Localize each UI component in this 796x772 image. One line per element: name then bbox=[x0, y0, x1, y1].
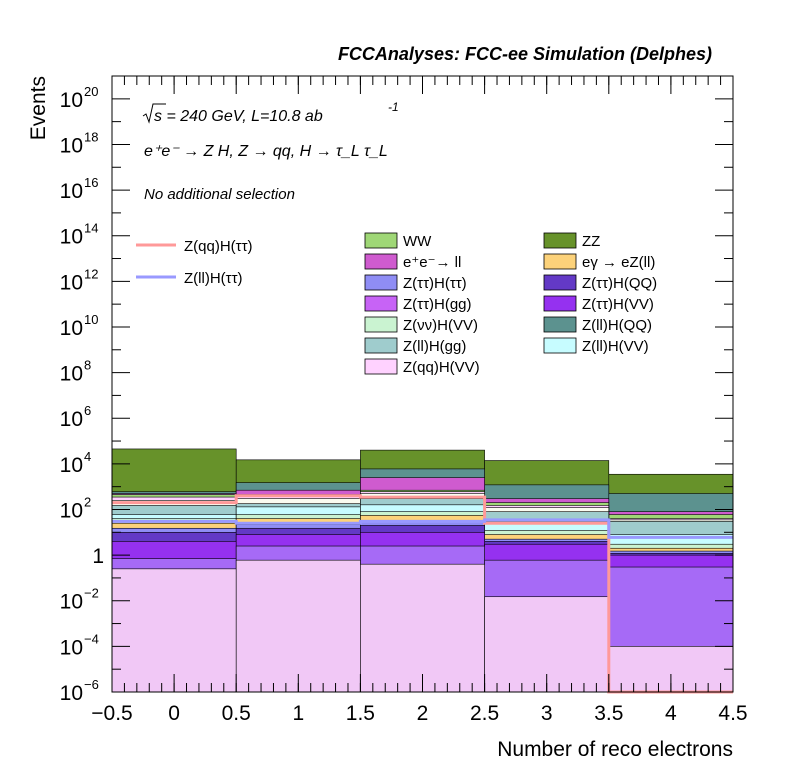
legend-fill-swatch bbox=[543, 337, 577, 354]
energy-annotation: s = 240 GeV, L=10.8 ab -1 bbox=[142, 100, 399, 125]
y-tick-exponent: −6 bbox=[84, 677, 99, 692]
legend-fill-swatch bbox=[364, 316, 398, 333]
x-tick-label: 2.5 bbox=[470, 702, 499, 725]
bar-layer-0-bin-0 bbox=[111, 568, 237, 693]
legend-label: e⁺e⁻→ ll bbox=[403, 254, 461, 271]
bar-layer-0-bin-1 bbox=[235, 559, 361, 693]
legend-label: Z(ττ)H(QQ) bbox=[582, 275, 657, 292]
legend-fill-swatch bbox=[364, 358, 398, 375]
legend-label: Z(ττ)H(gg) bbox=[403, 296, 472, 313]
x-tick-label: 0 bbox=[168, 702, 180, 725]
legend-label: Z(ll)H(ττ) bbox=[184, 270, 243, 287]
x-tick-label: −0.5 bbox=[91, 702, 132, 725]
stack-bars bbox=[111, 448, 734, 693]
legend-fill-swatch bbox=[364, 232, 398, 249]
legend-label: Z(qq)H(ττ) bbox=[184, 238, 253, 255]
y-tick-exponent: 18 bbox=[84, 129, 98, 144]
energy-lumi-text: s = 240 GeV, L=10.8 ab bbox=[154, 108, 323, 125]
x-tick-label: 4 bbox=[665, 702, 677, 725]
x-tick-label: 4.5 bbox=[718, 702, 747, 725]
y-tick-label: 10 bbox=[60, 226, 83, 249]
legend-label: eγ → eZ(ll) bbox=[582, 254, 655, 271]
y-tick-label: 10 bbox=[60, 454, 83, 477]
legend-label: Z(qq)H(VV) bbox=[403, 359, 480, 376]
y-tick-label: 1 bbox=[92, 545, 104, 568]
y-axis-label: Events bbox=[27, 76, 50, 140]
bar-layer-0-bin-2 bbox=[360, 563, 485, 693]
selection-annotation: No additional selection bbox=[144, 186, 295, 203]
legend-fill-swatch bbox=[364, 274, 398, 291]
legend: Z(qq)H(ττ) Z(ll)H(ττ) WW ZZ e⁺e⁻→ ll eγ → eZ(… bbox=[136, 232, 657, 376]
y-tick-label: 10 bbox=[60, 408, 83, 431]
y-tick-exponent: −4 bbox=[84, 631, 99, 646]
legend-label: Z(νν)H(VV) bbox=[403, 317, 478, 334]
x-tick-label: 1 bbox=[292, 702, 304, 725]
legend-fill-swatch bbox=[364, 253, 398, 270]
y-tick-label: 10 bbox=[60, 499, 83, 522]
line-series-1 bbox=[112, 518, 733, 539]
y-tick-label: 10 bbox=[60, 591, 83, 614]
legend-label: WW bbox=[403, 233, 432, 250]
legend-label: Z(ll)H(gg) bbox=[403, 338, 466, 355]
y-tick-exponent: 6 bbox=[84, 403, 91, 418]
legend-fill-swatch bbox=[543, 232, 577, 249]
legend-label: Z(ττ)H(VV) bbox=[582, 296, 654, 313]
legend-label: Z(ll)H(QQ) bbox=[582, 317, 652, 334]
legend-fill-swatch bbox=[543, 253, 577, 270]
y-tick-label: 10 bbox=[60, 363, 83, 386]
y-tick-exponent: 10 bbox=[84, 312, 98, 327]
x-tick-label: 3.5 bbox=[594, 702, 623, 725]
legend-fill-swatch bbox=[543, 274, 577, 291]
legend-label: Z(ll)H(VV) bbox=[582, 338, 649, 355]
y-tick-exponent: 2 bbox=[84, 494, 91, 509]
y-tick-exponent: 12 bbox=[84, 266, 98, 281]
y-tick-label: 10 bbox=[60, 317, 83, 340]
lumi-exponent: -1 bbox=[388, 100, 399, 114]
process-annotation: e⁺e⁻ → Z H, Z → qq, H → τ_L τ_L bbox=[144, 143, 388, 160]
y-tick-exponent: 8 bbox=[84, 358, 91, 373]
legend-label: Z(ττ)H(ττ) bbox=[403, 275, 467, 292]
x-tick-label: 2 bbox=[417, 702, 429, 725]
energy-lumi: = 240 GeV, L=10.8 ab bbox=[162, 108, 323, 125]
y-tick-label: 10 bbox=[60, 682, 83, 705]
y-tick-label: 10 bbox=[60, 134, 83, 157]
x-tick-label: 1.5 bbox=[346, 702, 375, 725]
legend-label: ZZ bbox=[582, 233, 600, 250]
x-axis-label: Number of reco electrons bbox=[497, 738, 733, 761]
y-tick-exponent: −2 bbox=[84, 586, 99, 601]
y-tick-exponent: 4 bbox=[84, 449, 91, 464]
overlay-lines bbox=[112, 494, 733, 694]
y-tick-exponent: 14 bbox=[84, 221, 98, 236]
y-tick-exponent: 16 bbox=[84, 175, 98, 190]
y-tick-label: 10 bbox=[60, 180, 83, 203]
y-tick-label: 10 bbox=[60, 636, 83, 659]
sqrt-s: s bbox=[154, 108, 162, 125]
y-tick-label: 10 bbox=[60, 89, 83, 112]
x-tick-label: 0.5 bbox=[222, 702, 251, 725]
y-tick-exponent: 20 bbox=[84, 84, 98, 99]
chart-title: FCCAnalyses: FCC-ee Simulation (Delphes) bbox=[338, 44, 712, 64]
line-series-0 bbox=[112, 494, 733, 694]
legend-fill-swatch bbox=[364, 295, 398, 312]
x-tick-label: 3 bbox=[541, 702, 553, 725]
y-tick-label: 10 bbox=[60, 271, 83, 294]
legend-fill-swatch bbox=[364, 337, 398, 354]
legend-fill-swatch bbox=[543, 295, 577, 312]
legend-fill-swatch bbox=[543, 316, 577, 333]
x-axis: −0.5 0 0.5 1 1.5 2 2.5 3 3.5 4 4.5 bbox=[91, 76, 748, 725]
sqrt-symbol bbox=[142, 103, 166, 124]
